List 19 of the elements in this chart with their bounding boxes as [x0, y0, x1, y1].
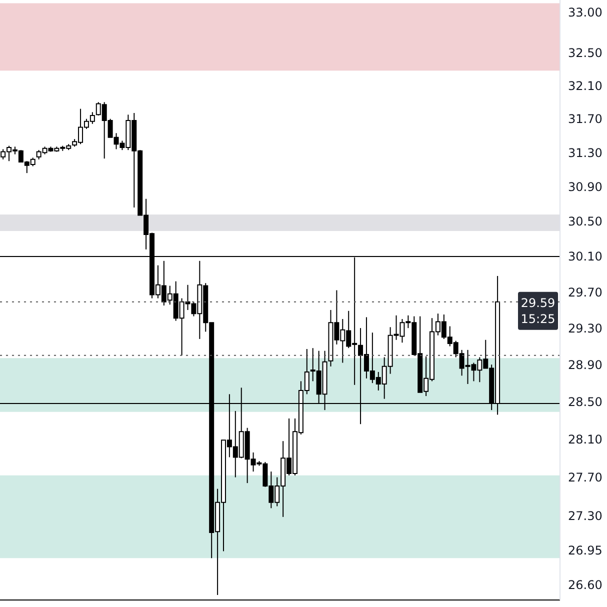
- y-tick-label: 33.00: [568, 5, 602, 20]
- y-tick-label: 32.50: [568, 46, 602, 60]
- y-tick-label: 30.90: [568, 180, 602, 194]
- y-tick-label: 28.50: [568, 394, 602, 409]
- y-tick-label: 30.10: [568, 250, 602, 264]
- y-tick-label: 28.90: [568, 358, 602, 372]
- y-tick-label: 30.50: [568, 214, 602, 229]
- y-tick-label: 27.70: [568, 470, 602, 485]
- y-tick-label: 26.60: [568, 578, 602, 592]
- y-tick-label: 26.95: [568, 543, 602, 558]
- y-tick-label: 28.10: [568, 432, 602, 446]
- annotation: 15:25: [520, 312, 556, 326]
- y-tick-label: 31.30: [568, 146, 602, 160]
- y-tick-label: 27.30: [568, 509, 602, 524]
- ref-line-label: 29.59: [520, 296, 556, 310]
- y-tick-label: 29.30: [568, 321, 602, 336]
- y-tick-label: 32.10: [568, 78, 602, 93]
- y-tick-label: 29.70: [568, 285, 602, 300]
- y-tick-label: 31.70: [568, 112, 602, 126]
